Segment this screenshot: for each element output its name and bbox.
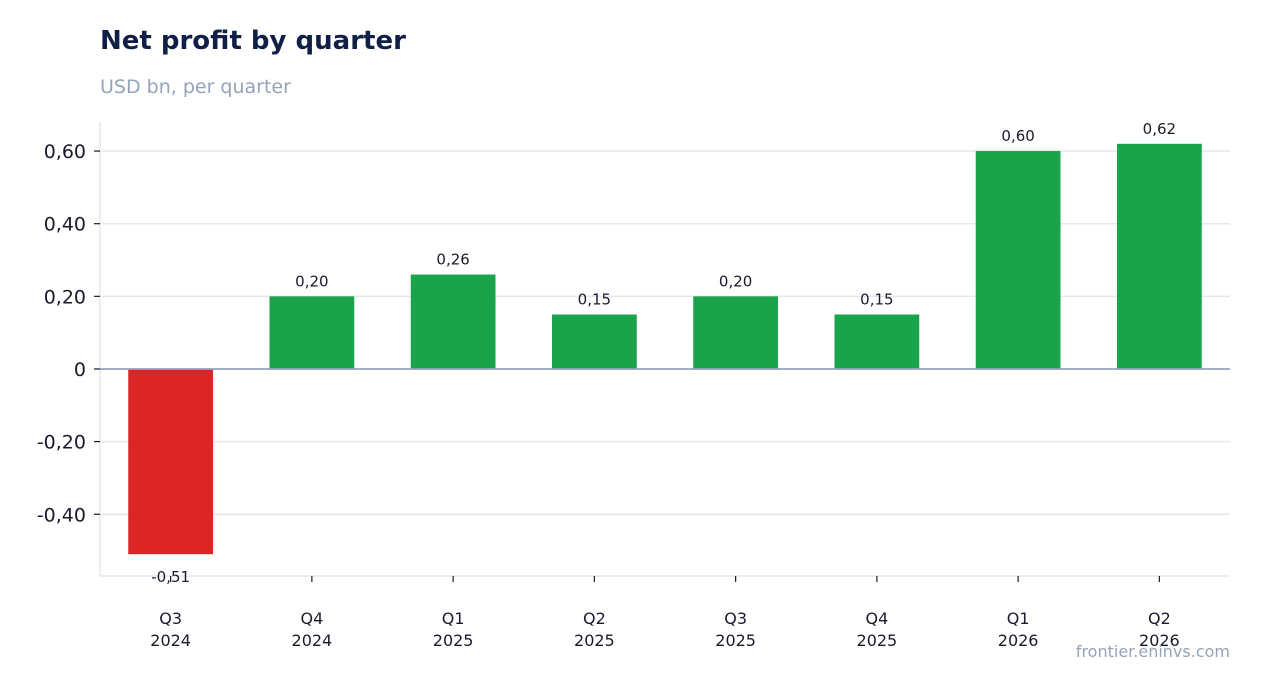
data-label: 0,15: [860, 290, 893, 308]
data-label: 0,20: [719, 272, 752, 290]
chart-subtitle: USD bn, per quarter: [100, 76, 291, 98]
y-tick-label: 0: [74, 359, 86, 381]
x-tick-label: Q3: [159, 609, 182, 628]
x-tick-label: Q1: [442, 609, 465, 628]
x-tick-label: Q3: [724, 609, 747, 628]
bar: [1117, 143, 1202, 369]
data-label: 0,26: [436, 251, 469, 269]
data-label: 0,20: [295, 272, 328, 290]
data-label: 0,60: [1001, 127, 1034, 145]
y-tick-label: 0,40: [44, 214, 86, 236]
y-tick-label: -0,40: [37, 504, 86, 526]
x-tick-label-year: 2025: [433, 631, 474, 650]
x-tick-label-year: 2024: [150, 631, 191, 650]
y-tick-label: -0,20: [37, 432, 86, 454]
bar: [834, 314, 920, 369]
x-tick-label: Q2: [1148, 609, 1171, 628]
x-tick-label-year: 2025: [574, 631, 615, 650]
y-tick-label: 0,20: [44, 286, 86, 308]
x-tick-label-year: 2026: [998, 631, 1039, 650]
x-tick-label-year: 2026: [1139, 631, 1180, 650]
y-tick-label: 0,60: [44, 141, 86, 163]
x-tick-label: Q2: [583, 609, 606, 628]
chart-title: Net profit by quarter: [100, 26, 406, 56]
bar: [128, 368, 213, 555]
bar: [552, 314, 637, 369]
x-tick-label-year: 2025: [715, 631, 756, 650]
bar: [410, 274, 496, 369]
bar: [693, 296, 778, 369]
bar: [975, 151, 1061, 369]
x-tick-label: Q1: [1007, 609, 1030, 628]
data-label: 0,15: [578, 290, 611, 308]
x-tick-label: Q4: [300, 609, 323, 628]
data-label: 0,62: [1143, 120, 1176, 138]
x-tick-label-year: 2025: [857, 631, 898, 650]
x-tick-label: Q4: [865, 609, 888, 628]
bar: [269, 296, 355, 369]
x-tick-label-year: 2024: [292, 631, 333, 650]
source-label: frontier.eninvs.com: [1075, 642, 1230, 661]
